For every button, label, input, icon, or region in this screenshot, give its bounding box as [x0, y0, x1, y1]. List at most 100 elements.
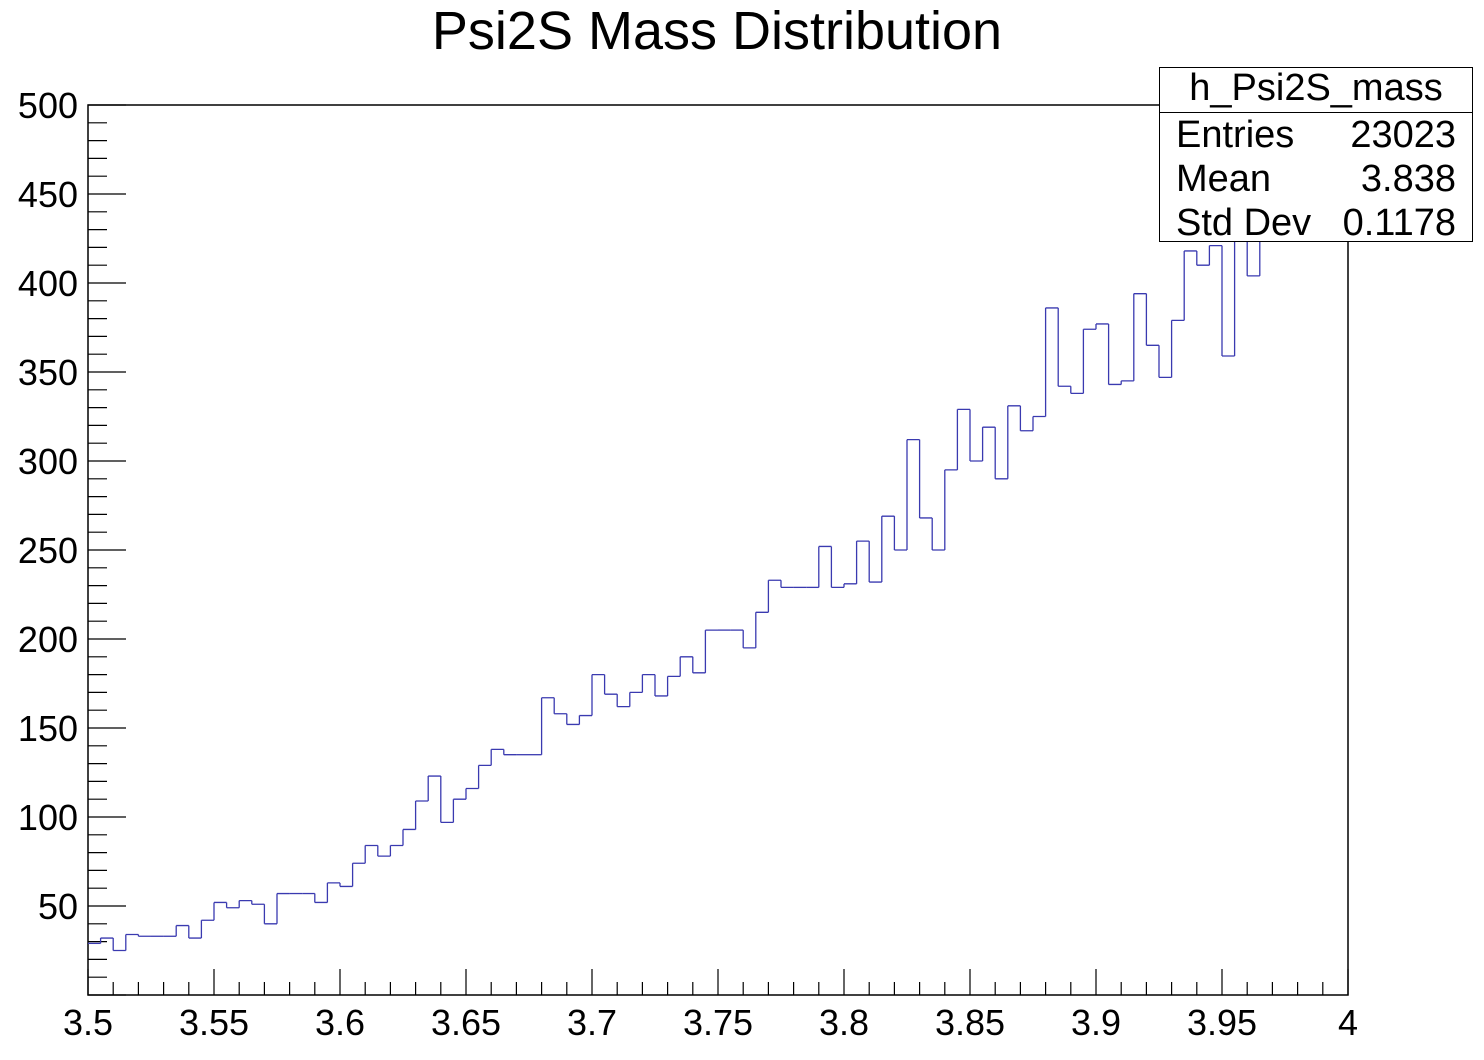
histogram-bin [490, 748, 504, 766]
histogram-bin [1095, 323, 1109, 330]
stats-histogram-name: h_Psi2S_mass [1160, 68, 1472, 113]
x-tick-label: 3.9 [1071, 1002, 1121, 1043]
histogram-bin [175, 924, 189, 937]
histogram-bin [188, 925, 202, 939]
chart-title: Psi2S Mass Distribution [431, 1, 1003, 61]
y-tick-label: 400 [18, 263, 78, 304]
y-tick-label: 150 [18, 708, 78, 749]
histogram-bin [112, 938, 126, 952]
histogram-bin [981, 426, 996, 461]
histogram-bin [918, 439, 933, 519]
histogram-bin [818, 545, 832, 588]
histogram-bin [1170, 319, 1185, 378]
histogram-bin [868, 541, 882, 583]
histogram-bin [629, 691, 643, 707]
histogram-bin [1145, 293, 1159, 346]
x-tick-label: 3.5 [63, 1002, 113, 1043]
histogram-bin [1208, 244, 1222, 266]
histogram-bin [452, 798, 466, 823]
histogram-bin [578, 714, 592, 725]
plot-area [88, 195, 1273, 952]
stats-label: Entries [1176, 114, 1295, 156]
histogram-bin [238, 900, 252, 908]
histogram-bin [855, 540, 870, 584]
histogram-bin [994, 427, 1008, 480]
histogram-bin [893, 516, 907, 551]
histogram-bin [402, 828, 416, 846]
histogram-bin [1070, 386, 1084, 395]
histogram-bin [944, 469, 958, 550]
histogram-bin [755, 611, 769, 648]
stats-row-mean: Mean 3.838 [1160, 157, 1472, 201]
histogram-bin [742, 630, 756, 649]
histogram-bin [377, 845, 391, 857]
histogram-bin [1007, 405, 1021, 479]
histogram-bin [200, 919, 214, 939]
histogram-bin [969, 409, 983, 462]
histogram-bin [566, 713, 580, 726]
histogram-bin [99, 937, 114, 944]
histogram-bin [1158, 345, 1172, 378]
x-tick-label: 3.7 [567, 1002, 617, 1043]
histogram-bin [1057, 307, 1071, 387]
y-tick-label: 300 [18, 441, 78, 482]
histogram-bin [351, 862, 366, 887]
histogram-bin [137, 934, 151, 937]
histogram-bin [125, 933, 139, 951]
histogram-bin [1044, 307, 1059, 417]
x-tick-label: 3.65 [431, 1002, 501, 1043]
histogram-bin [440, 776, 454, 823]
histogram-bin [503, 749, 517, 756]
histogram-bin [1082, 328, 1096, 394]
histogram-bin [1120, 380, 1134, 385]
histogram-bin [414, 800, 429, 830]
histogram-bin [553, 697, 567, 715]
x-tick-label: 3.95 [1187, 1002, 1257, 1043]
stats-value: 3.838 [1360, 158, 1456, 200]
stats-label: Std Dev [1176, 202, 1312, 244]
histogram-bin [1032, 415, 1046, 431]
histogram-bin [1107, 323, 1122, 386]
histogram-bin [956, 408, 970, 470]
axes: 3.5 3.55 3.6 3.65 3.7 3.75 3.8 3.85 3.9 3.95 450 10… [18, 85, 1358, 1043]
histogram-bin [1183, 250, 1197, 321]
histogram-bin [1221, 245, 1235, 357]
histogram-bin [679, 656, 693, 677]
x-tick-label: 3.55 [179, 1002, 249, 1043]
histogram-bin [276, 892, 290, 924]
histogram-bin [666, 675, 681, 696]
histogram-bin [641, 673, 655, 693]
stats-value: 23023 [1350, 114, 1456, 156]
x-tick-label: 3.8 [819, 1002, 869, 1043]
y-tick-label: 250 [18, 530, 78, 571]
x-tick-label: 3.75 [683, 1002, 753, 1043]
histogram-bin [830, 546, 844, 589]
y-tick-label: 350 [18, 352, 78, 393]
y-tick-label: 200 [18, 619, 78, 660]
histogram-bin [1196, 250, 1210, 266]
y-tick-label: 450 [18, 174, 78, 215]
x-tick-label: 3.6 [315, 1002, 365, 1043]
histogram-bin [1019, 405, 1033, 432]
x-tick-label: 3.85 [935, 1002, 1005, 1043]
histogram-bin [540, 697, 555, 755]
histogram-bin [881, 515, 895, 583]
histogram-bin [326, 882, 340, 903]
y-tick-label: 50 [38, 886, 78, 927]
y-tick-label: 100 [18, 797, 78, 838]
histogram-bin [477, 764, 492, 789]
histogram-bin [314, 893, 328, 904]
stats-row-stddev: Std Dev 0.1178 [1160, 201, 1472, 245]
histogram-bin [654, 674, 668, 697]
histogram-bin [1133, 293, 1147, 381]
histogram-bin [251, 900, 265, 905]
histogram-bin [767, 579, 781, 613]
histogram-bin [263, 904, 277, 925]
histogram-bin [931, 517, 945, 551]
histogram-bin [427, 775, 441, 801]
stats-label: Mean [1176, 158, 1272, 200]
stats-row-entries: Entries 23023 [1160, 113, 1472, 157]
histogram-bin [364, 844, 378, 864]
stats-value: 0.1178 [1342, 202, 1456, 244]
